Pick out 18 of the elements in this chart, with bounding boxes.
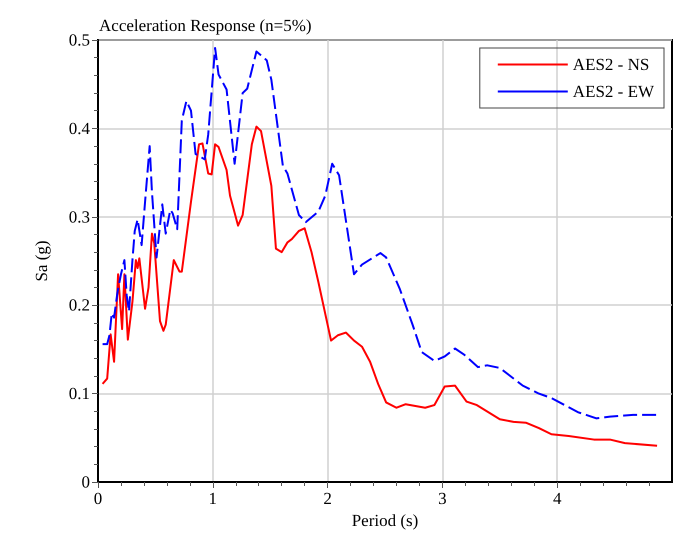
y-axis-title: Sa (g) [32,240,51,282]
y-tick-label: 0.5 [68,30,90,50]
y-tick-label: 0 [82,472,90,492]
x-axis-title: Period (s) [352,511,418,530]
y-tick-label: 0.1 [68,384,90,404]
y-tick-label: 0.3 [68,207,90,226]
x-tick-label: 4 [552,489,562,508]
x-tick-label: 2 [323,489,332,508]
chart-title: Acceleration Response (n=5%) [99,16,312,35]
line-series [102,126,658,447]
legend-label: AES2 - EW [572,82,655,101]
y-tick-label: 0.2 [68,296,90,315]
line-series [102,46,658,420]
legend-label: AES2 - NS [572,55,650,74]
x-tick-label: 0 [94,489,102,508]
x-tick-label: 3 [438,489,447,508]
y-tick-label: 0.4 [68,118,90,138]
x-tick-label: 1 [208,489,218,508]
